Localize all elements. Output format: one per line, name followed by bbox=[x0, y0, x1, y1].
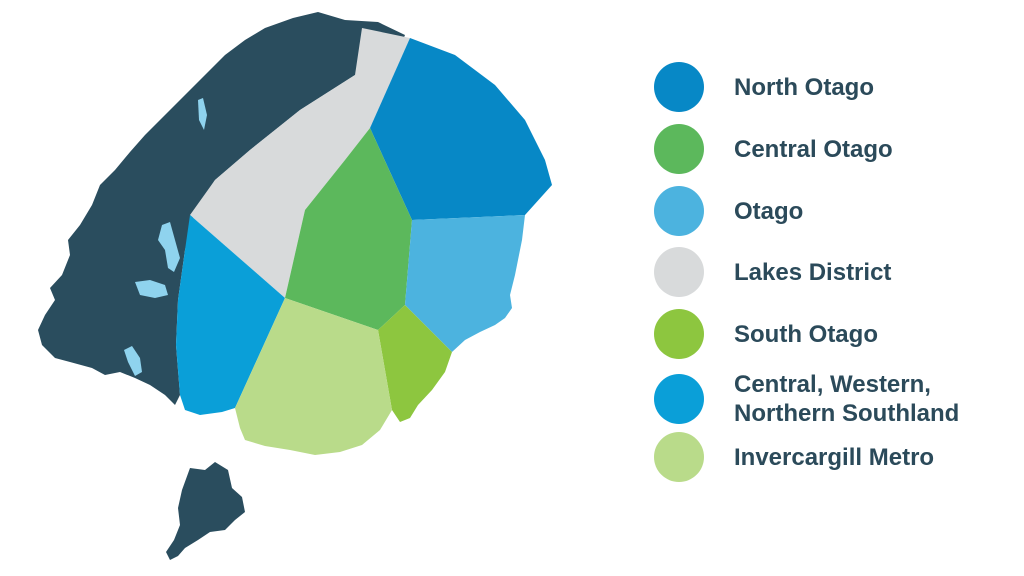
legend-swatch-lakes-district bbox=[654, 247, 704, 297]
legend-label-south-otago: South Otago bbox=[734, 320, 878, 348]
legend-label-north-otago: North Otago bbox=[734, 73, 874, 101]
lake-manapouri bbox=[135, 280, 168, 298]
legend-item-otago: Otago bbox=[654, 186, 803, 236]
stewart-island bbox=[166, 462, 245, 560]
region-central-otago bbox=[285, 128, 412, 330]
lake-te-anau bbox=[158, 222, 180, 272]
legend-swatch-otago bbox=[654, 186, 704, 236]
lake-hauroko bbox=[124, 346, 142, 376]
legend-label-otago: Otago bbox=[734, 197, 804, 225]
legend-swatch-invercargill-metro bbox=[654, 432, 704, 482]
legend-item-central-western-northern-southland: Central, Western, Northern Southland bbox=[654, 370, 959, 428]
region-invercargill-metro bbox=[235, 298, 392, 455]
legend-item-central-otago: Central Otago bbox=[654, 124, 893, 174]
legend-item-lakes-district: Lakes District bbox=[654, 247, 891, 297]
legend-label-central-otago: Central Otago bbox=[734, 135, 893, 163]
region-otago bbox=[405, 215, 525, 352]
fiordland-landmass bbox=[38, 12, 405, 405]
legend-swatch-south-otago bbox=[654, 309, 704, 359]
lake-wakatipu-north bbox=[198, 98, 207, 130]
legend-label-invercargill-metro: Invercargill Metro bbox=[734, 443, 935, 471]
legend-swatch-central-western-northern-southland bbox=[654, 374, 704, 424]
legend-swatch-north-otago bbox=[654, 62, 704, 112]
legend-item-north-otago: North Otago bbox=[654, 62, 874, 112]
legend-item-invercargill-metro: Invercargill Metro bbox=[654, 432, 934, 482]
legend-swatch-central-otago bbox=[654, 124, 704, 174]
region-south-otago bbox=[378, 305, 452, 422]
legend-item-south-otago: South Otago bbox=[654, 309, 878, 359]
region-lakes-district bbox=[190, 28, 410, 298]
region-central-western-northern-southland bbox=[176, 215, 285, 415]
region-north-otago bbox=[370, 38, 552, 220]
legend-label-central-western-northern-southland: Central, Western, Northern Southland bbox=[734, 371, 960, 427]
legend-label-lakes-district: Lakes District bbox=[734, 258, 892, 286]
